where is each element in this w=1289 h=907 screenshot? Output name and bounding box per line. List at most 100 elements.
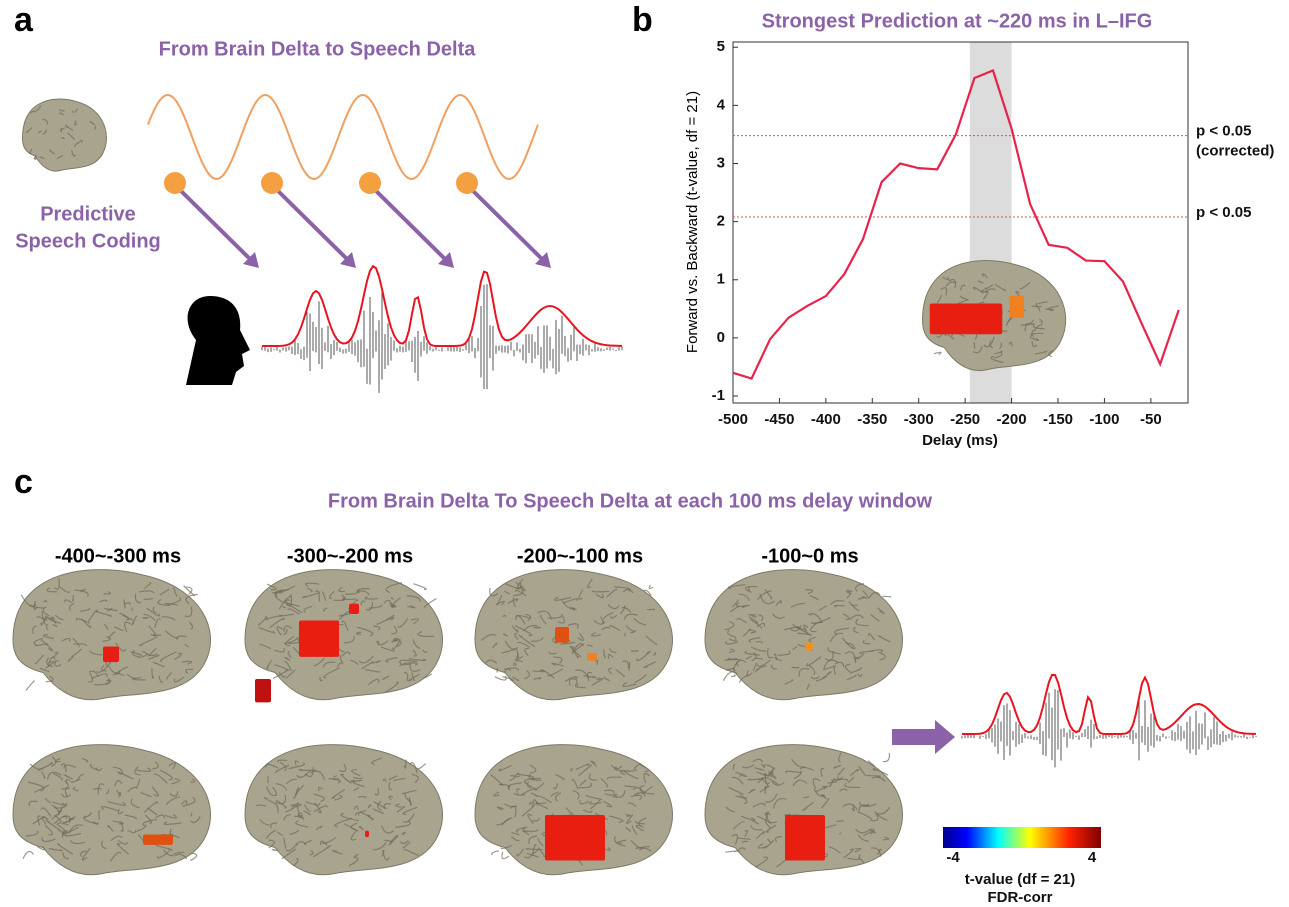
gyrus — [514, 625, 533, 637]
gyrus — [408, 796, 412, 807]
threshold-label: p < 0.05 — [1196, 123, 1251, 140]
gyrus — [323, 667, 340, 679]
gyrus — [351, 768, 361, 777]
gyrus — [809, 623, 817, 633]
gyrus — [751, 652, 757, 662]
gyrus — [361, 661, 374, 670]
gyrus — [55, 663, 62, 668]
gyrus — [758, 614, 764, 622]
activation — [365, 830, 369, 838]
arrow-line — [270, 183, 352, 264]
gyrus — [139, 590, 155, 594]
window-label: -300~-200 ms — [287, 545, 413, 567]
gyrus — [756, 815, 772, 825]
gyrus — [842, 803, 858, 811]
gyrus — [811, 612, 822, 623]
gyrus — [101, 840, 107, 850]
gyrus — [571, 647, 580, 659]
gyrus — [578, 782, 592, 789]
gyrus — [64, 599, 73, 604]
gyrus — [570, 606, 577, 612]
gyrus — [184, 606, 193, 617]
gyrus — [532, 669, 545, 673]
x-axis-label: Delay (ms) — [922, 432, 998, 449]
gyrus — [45, 624, 49, 631]
gyrus — [485, 659, 498, 664]
gyrus — [642, 589, 652, 596]
gyrus — [555, 774, 565, 781]
gyrus — [323, 661, 336, 668]
y-tick-label: -1 — [712, 387, 725, 404]
gyrus — [131, 615, 138, 626]
gyrus — [767, 767, 776, 776]
gyrus — [112, 766, 123, 775]
gyrus — [115, 642, 127, 652]
gyrus — [641, 785, 654, 795]
gyrus — [643, 772, 650, 784]
gyrus — [877, 607, 885, 615]
gyrus — [397, 618, 409, 628]
gyrus — [263, 796, 278, 806]
gyrus — [161, 616, 176, 621]
gyrus — [413, 583, 427, 590]
gyrus — [516, 648, 519, 659]
gyrus — [28, 148, 33, 155]
x-tick-label: -350 — [857, 411, 887, 428]
gyrus — [340, 773, 352, 784]
gyrus — [1008, 341, 1013, 347]
gyrus — [107, 824, 114, 832]
activation — [255, 679, 271, 703]
threshold-label: p < 0.05 — [1196, 204, 1251, 221]
gyrus — [854, 847, 862, 853]
brain-outline — [244, 569, 443, 701]
gyrus — [169, 791, 179, 797]
gyrus — [833, 604, 845, 608]
gyrus — [607, 653, 614, 659]
colorbar-label: FDR-corr — [987, 889, 1052, 906]
activation — [103, 646, 119, 663]
gyrus — [1031, 340, 1038, 348]
gyrus — [526, 852, 539, 858]
gyrus — [313, 805, 329, 813]
gyrus — [264, 763, 279, 769]
gyrus — [154, 773, 168, 784]
gyrus — [837, 767, 845, 776]
x-tick-label: -500 — [718, 411, 748, 428]
gyrus — [48, 847, 63, 852]
y-tick-label: 3 — [717, 154, 725, 171]
gyrus — [283, 814, 291, 821]
gyrus — [314, 590, 320, 602]
gyrus — [148, 654, 160, 660]
gyrus — [295, 820, 309, 828]
x-tick-label: -400 — [811, 411, 841, 428]
gyrus — [388, 795, 394, 801]
gyrus — [341, 651, 351, 657]
gyrus — [292, 789, 298, 799]
dot — [456, 172, 478, 194]
gyrus — [530, 792, 538, 797]
gyrus — [724, 620, 735, 631]
arrow-line — [173, 183, 255, 264]
gyrus — [37, 130, 42, 134]
gyrus — [1048, 349, 1053, 358]
gyrus — [638, 817, 647, 828]
gyrus — [266, 786, 277, 797]
gyrus — [533, 626, 542, 629]
gyrus — [821, 794, 828, 800]
gyrus — [336, 661, 342, 668]
gyrus — [304, 766, 314, 778]
gyrus — [56, 843, 74, 855]
gyrus — [372, 660, 381, 664]
gyrus — [71, 150, 77, 157]
gyrus — [25, 127, 33, 134]
gyrus — [739, 773, 744, 777]
gyrus — [770, 664, 778, 670]
gyrus — [557, 613, 565, 624]
arrow-head — [535, 252, 551, 268]
gyrus — [114, 626, 124, 632]
gyrus — [284, 656, 291, 661]
gyrus — [45, 819, 61, 831]
gyrus — [494, 675, 507, 681]
arrow-head — [340, 252, 356, 268]
gyrus — [114, 780, 123, 787]
